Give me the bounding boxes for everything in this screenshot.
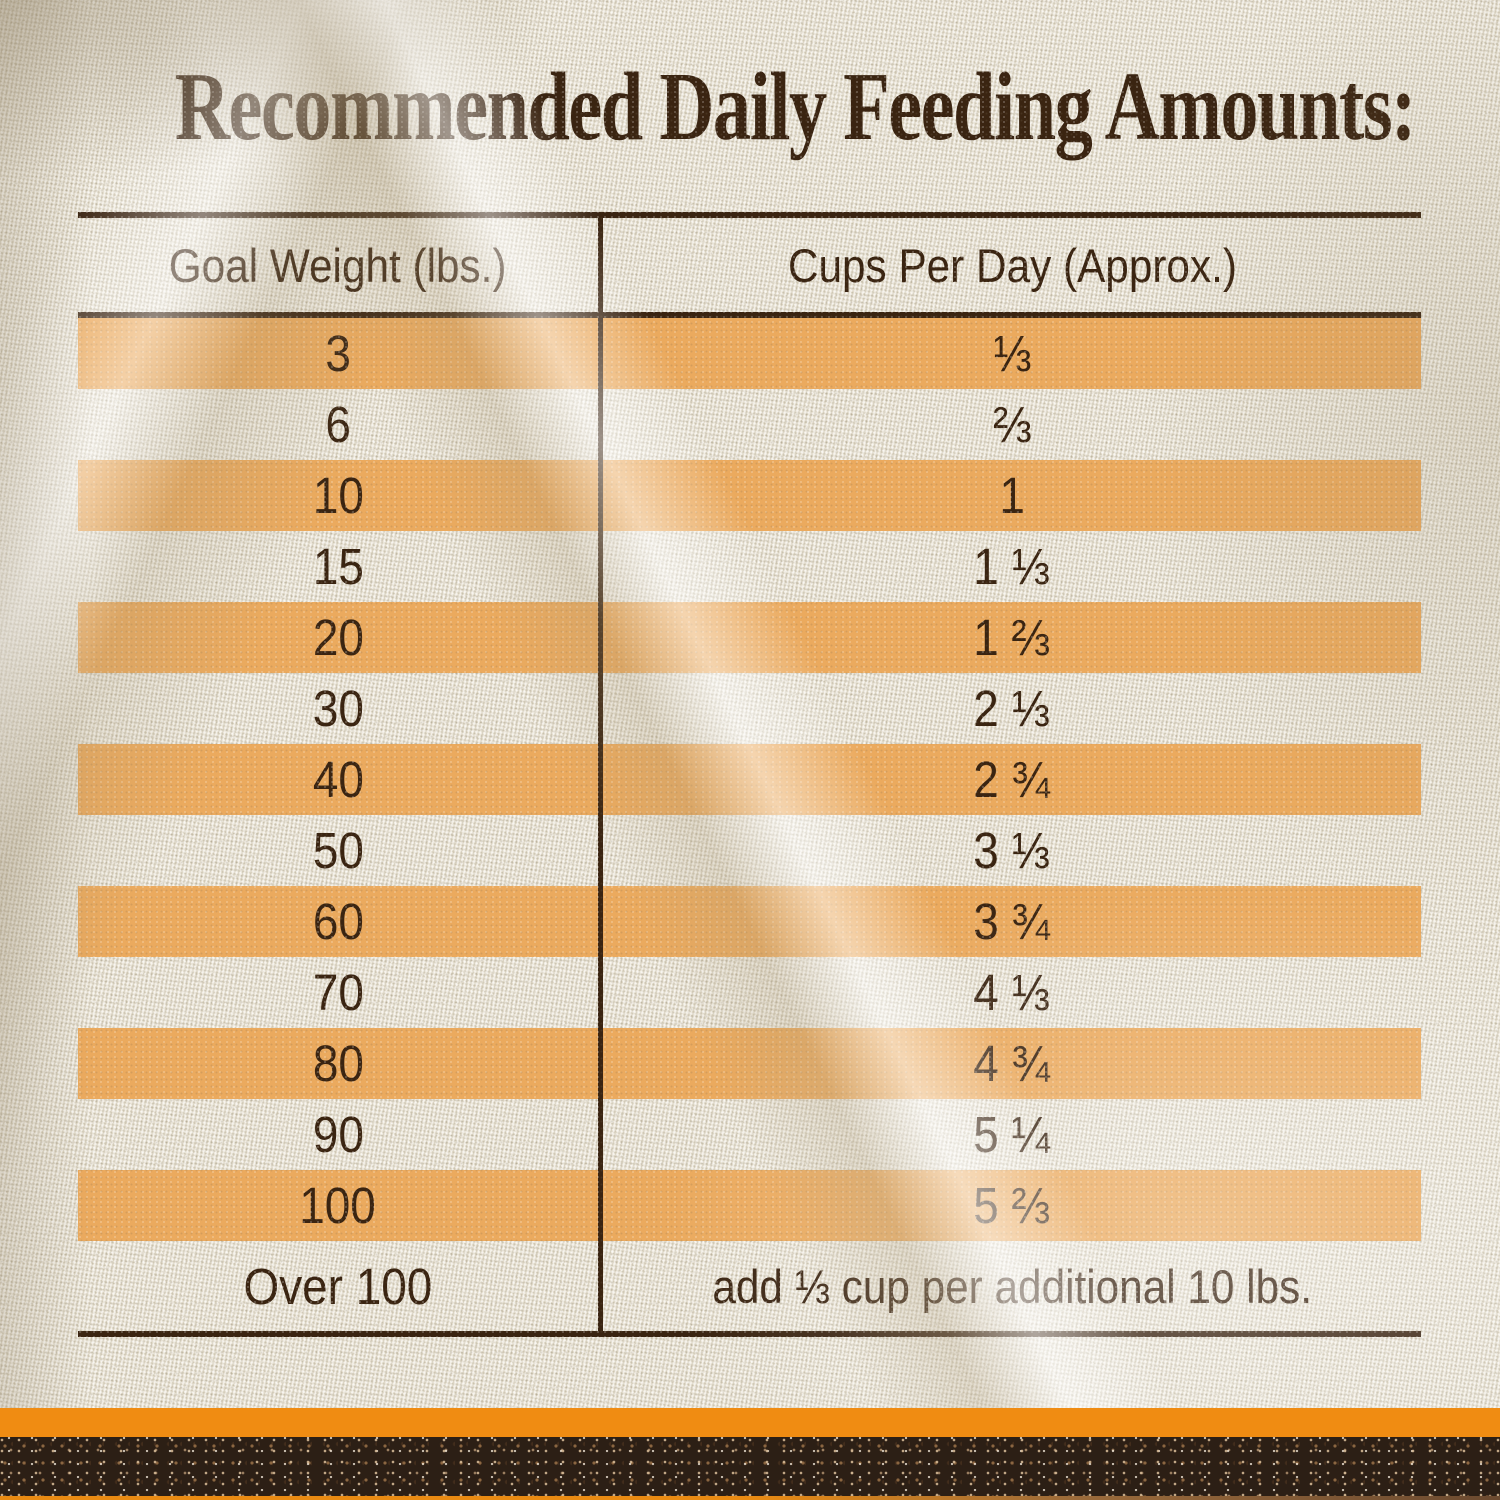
table-row: 10 1 (78, 460, 1421, 531)
cups-cell: 1 ⅔ (973, 609, 1051, 666)
column-header-goal-weight: Goal Weight (lbs.) (169, 238, 507, 292)
cups-cell: 1 ⅓ (973, 538, 1051, 595)
goal-weight-cell: 50 (312, 822, 364, 879)
cups-cell: 1 (999, 467, 1025, 524)
cups-cell: add ⅓ cup per additional 10 lbs. (712, 1259, 1312, 1313)
goal-weight-cell: 30 (312, 680, 364, 737)
table-header-row: Goal Weight (lbs.) Cups Per Day (Approx.… (78, 218, 1421, 312)
fabric-background: Recommended Daily Feeding Amounts: Goal … (0, 0, 1500, 1408)
column-divider (598, 212, 603, 1337)
accent-bar (0, 1408, 1500, 1437)
cups-cell: 5 ⅔ (973, 1177, 1051, 1234)
goal-weight-cell: 6 (325, 396, 351, 453)
goal-weight-cell: 100 (299, 1177, 377, 1234)
goal-weight-cell: 10 (312, 467, 364, 524)
bottom-edge-strip (0, 1496, 1500, 1500)
table-row: 100 5 ⅔ (78, 1170, 1421, 1241)
table-bottom-border (78, 1331, 1421, 1337)
cups-cell: 3 ¾ (973, 893, 1051, 950)
table-row-over-100: Over 100 add ⅓ cup per additional 10 lbs… (78, 1241, 1421, 1331)
goal-weight-cell: 80 (312, 1035, 364, 1092)
table-row: 50 3 ⅓ (78, 815, 1421, 886)
cups-cell: 4 ⅓ (973, 964, 1051, 1021)
table-row: 30 2 ⅓ (78, 673, 1421, 744)
goal-weight-cell: 3 (325, 325, 351, 382)
goal-weight-cell: 70 (312, 964, 364, 1021)
feeding-table: Goal Weight (lbs.) Cups Per Day (Approx.… (78, 212, 1421, 1337)
cups-cell: ⅔ (992, 396, 1032, 453)
table-row: 20 1 ⅔ (78, 602, 1421, 673)
page-title-text: Recommended Daily Feeding Amounts: (174, 53, 1417, 161)
column-header-cups-per-day: Cups Per Day (Approx.) (787, 238, 1237, 292)
cups-cell: 5 ¼ (973, 1106, 1051, 1163)
goal-weight-cell: 15 (312, 538, 364, 595)
table-row: 3 ⅓ (78, 318, 1421, 389)
goal-weight-cell: 20 (312, 609, 364, 666)
table-row: 90 5 ¼ (78, 1099, 1421, 1170)
page-title: Recommended Daily Feeding Amounts: (0, 56, 1500, 159)
table-row: 70 4 ⅓ (78, 957, 1421, 1028)
table-body: 3 ⅓ 6 ⅔ 10 1 15 1 ⅓ (78, 318, 1421, 1331)
goal-weight-cell: Over 100 (243, 1257, 433, 1315)
cups-cell: ⅓ (992, 325, 1032, 382)
cups-cell: 2 ⅓ (973, 680, 1051, 737)
cups-cell: 4 ¾ (973, 1035, 1051, 1092)
table-row: 6 ⅔ (78, 389, 1421, 460)
cups-cell: 3 ⅓ (973, 822, 1051, 879)
goal-weight-cell: 40 (312, 751, 364, 808)
table-row: 80 4 ¾ (78, 1028, 1421, 1099)
cups-cell: 2 ¾ (973, 751, 1051, 808)
goal-weight-cell: 60 (312, 893, 364, 950)
soil-strip (0, 1437, 1500, 1496)
goal-weight-cell: 90 (312, 1106, 364, 1163)
table-row: 60 3 ¾ (78, 886, 1421, 957)
table-row: 40 2 ¾ (78, 744, 1421, 815)
table-row: 15 1 ⅓ (78, 531, 1421, 602)
